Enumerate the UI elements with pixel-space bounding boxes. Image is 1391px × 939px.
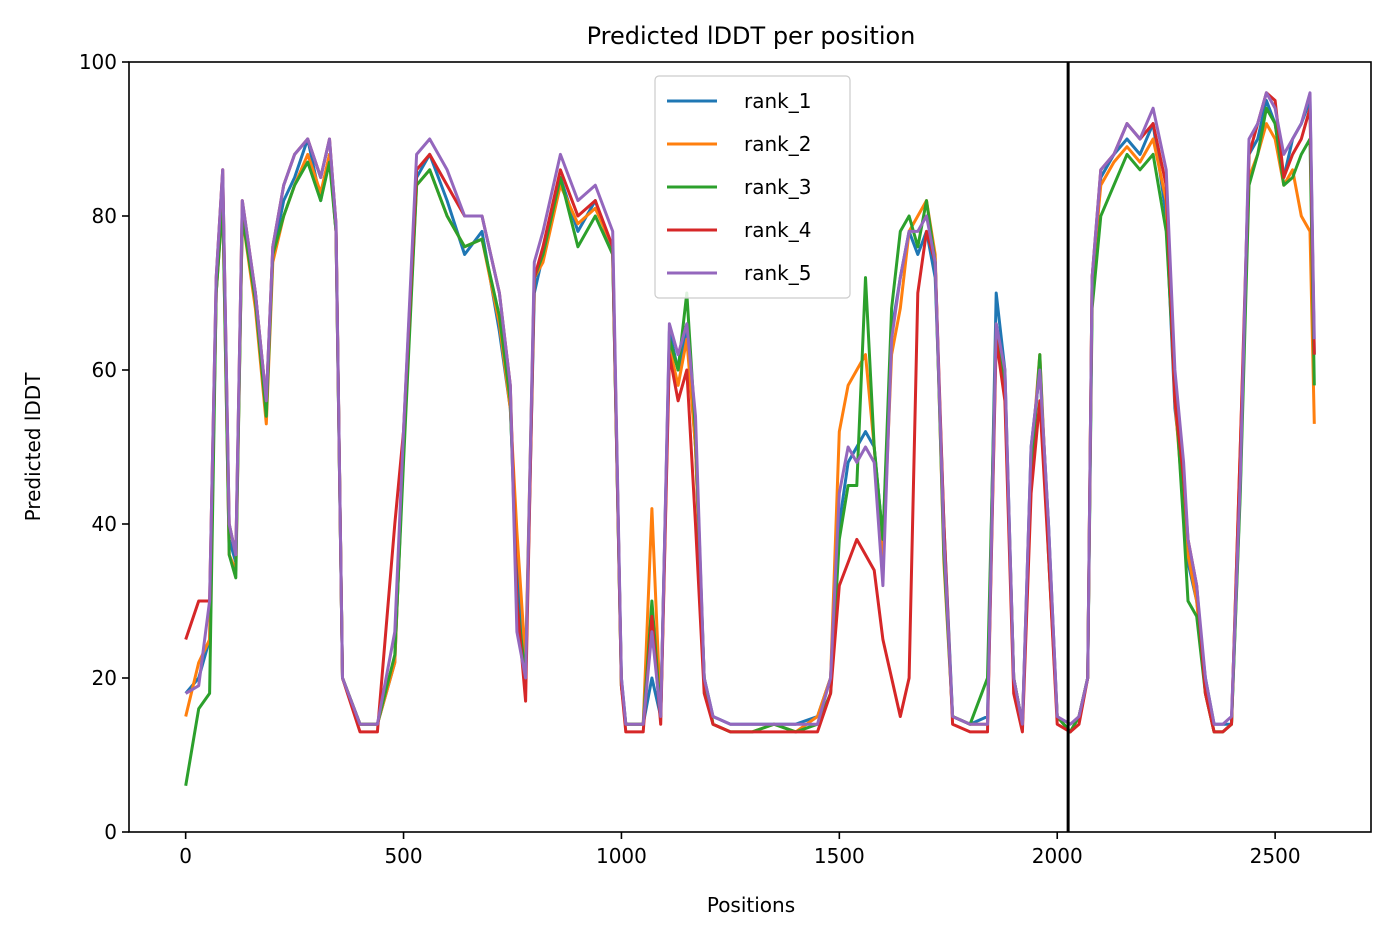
x-tick-label: 2500: [1250, 844, 1301, 868]
x-tick-label: 1500: [814, 844, 865, 868]
x-tick-label: 500: [384, 844, 422, 868]
legend-box: [654, 75, 851, 299]
plot-frame: [128, 61, 1372, 833]
x-tick-label: 1000: [596, 844, 647, 868]
y-axis-label: Predicted lDDT: [21, 372, 45, 522]
y-tick-label: 80: [92, 204, 117, 228]
x-tick-label: 0: [179, 844, 192, 868]
legend: rank_1 rank_2 rank_3 rank_4 rank_5: [654, 75, 851, 299]
y-tick-label: 0: [104, 820, 117, 844]
chart-title: Predicted lDDT per position: [587, 22, 916, 50]
series-layer: [184, 91, 1316, 787]
x-tick-label: 2000: [1032, 844, 1083, 868]
legend-label-rank-4: rank_4: [744, 218, 811, 242]
y-tick-label: 40: [92, 512, 117, 536]
x-axis-label: Positions: [707, 893, 795, 917]
legend-label-rank-2: rank_2: [744, 132, 811, 156]
series-line-rank-5: [184, 91, 1316, 726]
x-axis: 0 500 1000 1500 2000 2500: [179, 832, 1301, 868]
legend-label-rank-3: rank_3: [744, 175, 811, 199]
legend-label-rank-1: rank_1: [744, 89, 811, 113]
y-tick-label: 60: [92, 358, 117, 382]
legend-label-rank-5: rank_5: [744, 261, 811, 285]
y-tick-label: 100: [79, 50, 117, 74]
y-tick-label: 20: [92, 666, 117, 690]
y-axis: 0 20 40 60 80 100: [79, 50, 129, 844]
